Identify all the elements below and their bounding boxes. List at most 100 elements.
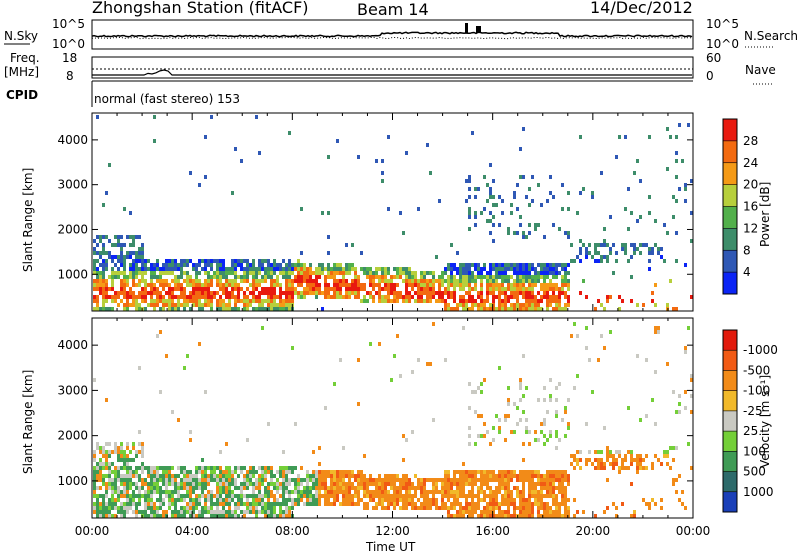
power-heatmap-cell (306, 275, 309, 279)
power-heatmap-cell (222, 263, 225, 267)
velocity-heatmap-cell (153, 470, 156, 474)
power-heatmap-cell (243, 291, 246, 295)
power-heatmap-cell (495, 271, 498, 275)
power-heatmap-cell (522, 291, 525, 295)
power-heatmap-cell (354, 267, 357, 271)
power-heatmap-cell (102, 291, 105, 295)
velocity-colorbar-level: -1000 (743, 343, 778, 357)
power-heatmap-cell (207, 283, 210, 287)
velocity-heatmap-cell (543, 434, 546, 438)
velocity-heatmap-cell (246, 478, 249, 482)
velocity-heatmap-cell (438, 506, 441, 510)
velocity-heatmap-cell (546, 514, 549, 518)
power-heatmap-cell (240, 267, 243, 271)
velocity-heatmap-cell (378, 502, 381, 506)
velocity-heatmap-cell (210, 506, 213, 510)
x-axis-label: Time UT (366, 540, 416, 554)
power-heatmap-cell (339, 279, 342, 283)
velocity-heatmap-cell (288, 506, 291, 510)
power-heatmap-cell (504, 279, 507, 283)
velocity-heatmap-cell (261, 478, 264, 482)
velocity-heatmap-cell (483, 478, 486, 482)
velocity-heatmap-cell (105, 490, 108, 494)
velocity-heatmap-cell (477, 494, 480, 498)
velocity-heatmap-cell (156, 490, 159, 494)
velocity-heatmap-cell (366, 478, 369, 482)
power-heatmap-cell (549, 175, 552, 179)
power-heatmap-cell (207, 271, 210, 275)
velocity-heatmap-cell (504, 414, 507, 418)
power-heatmap-cell (609, 295, 612, 299)
velocity-heatmap-cell (240, 494, 243, 498)
power-heatmap-cell (555, 307, 558, 311)
velocity-heatmap-cell (552, 470, 555, 474)
power-heatmap-cell (465, 279, 468, 283)
power-heatmap-cell (312, 271, 315, 275)
power-heatmap-cell (354, 287, 357, 291)
velocity-heatmap-cell (396, 474, 399, 478)
power-heatmap-cell (270, 271, 273, 275)
power-heatmap-cell (336, 279, 339, 283)
power-heatmap-cell (102, 235, 105, 239)
velocity-heatmap-cell (264, 486, 267, 490)
velocity-heatmap-cell (552, 502, 555, 506)
power-heatmap-cell (171, 263, 174, 267)
power-heatmap-cell (621, 247, 624, 251)
velocity-heatmap-cell (225, 466, 228, 470)
velocity-heatmap-cell (468, 426, 471, 430)
power-heatmap-cell (192, 263, 195, 267)
power-heatmap-cell (123, 287, 126, 291)
power-heatmap-cell (129, 291, 132, 295)
velocity-heatmap-cell (519, 514, 522, 518)
velocity-heatmap-cell (402, 494, 405, 498)
velocity-heatmap-cell (288, 510, 291, 514)
velocity-heatmap-cell (390, 502, 393, 506)
power-heatmap-cell (324, 295, 327, 299)
velocity-heatmap-cell (651, 498, 654, 502)
velocity-heatmap-cell (495, 494, 498, 498)
power-heatmap-cell (414, 271, 417, 275)
power-heatmap-cell (138, 251, 141, 255)
power-heatmap-cell (525, 267, 528, 271)
power-heatmap-cell (417, 291, 420, 295)
power-colorbar-swatch (723, 228, 737, 251)
velocity-heatmap-cell (324, 482, 327, 486)
velocity-y-tick-label: 3000 (57, 383, 88, 397)
power-heatmap-cell (561, 287, 564, 291)
velocity-heatmap-cell (180, 470, 183, 474)
velocity-heatmap-cell (168, 470, 171, 474)
power-heatmap-cell (270, 267, 273, 271)
power-heatmap-cell (651, 251, 654, 255)
velocity-heatmap-cell (543, 398, 546, 402)
power-heatmap-cell (207, 279, 210, 283)
power-heatmap-cell (492, 291, 495, 295)
power-heatmap-cell (507, 299, 510, 303)
velocity-heatmap-cell (156, 466, 159, 470)
velocity-heatmap-cell (549, 470, 552, 474)
velocity-heatmap-cell (537, 438, 540, 442)
velocity-heatmap-cell (543, 486, 546, 490)
velocity-heatmap-cell (219, 478, 222, 482)
velocity-heatmap-cell (378, 474, 381, 478)
velocity-heatmap-cell (522, 442, 525, 446)
power-heatmap-cell (621, 299, 624, 303)
velocity-heatmap-cell (366, 486, 369, 490)
velocity-heatmap-cell (105, 482, 108, 486)
velocity-heatmap-cell (492, 478, 495, 482)
velocity-heatmap-cell (588, 458, 591, 462)
power-heatmap-cell (108, 163, 111, 167)
velocity-heatmap-cell (522, 514, 525, 518)
power-heatmap-cell (477, 187, 480, 191)
power-heatmap-cell (474, 187, 477, 191)
power-heatmap-cell (330, 271, 333, 275)
velocity-heatmap-cell (441, 490, 444, 494)
velocity-heatmap-cell (282, 510, 285, 514)
velocity-heatmap-cell (450, 502, 453, 506)
power-heatmap-cell (177, 283, 180, 287)
velocity-heatmap-cell (588, 358, 591, 362)
velocity-heatmap-cell (480, 414, 483, 418)
velocity-heatmap-cell (561, 490, 564, 494)
velocity-heatmap-cell (363, 482, 366, 486)
velocity-heatmap-cell (435, 506, 438, 510)
power-heatmap-cell (171, 307, 174, 311)
